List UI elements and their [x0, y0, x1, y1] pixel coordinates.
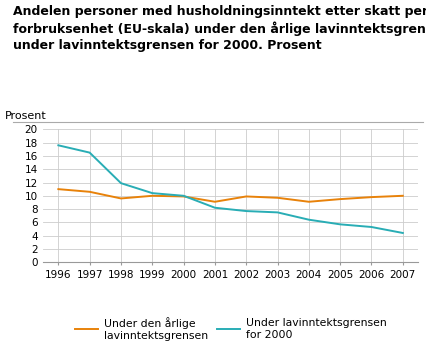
Under den årlige
lavinntektsgrensen — [181, 194, 186, 198]
Under lavinntektsgrensen
for 2000 — [56, 143, 61, 147]
Text: Prosent: Prosent — [5, 111, 47, 121]
Under den årlige
lavinntektsgrensen — [368, 195, 373, 199]
Under lavinntektsgrensen
for 2000 — [118, 181, 123, 185]
Line: Under den årlige
lavinntektsgrensen: Under den årlige lavinntektsgrensen — [58, 189, 402, 202]
Under lavinntektsgrensen
for 2000 — [368, 225, 373, 229]
Under lavinntektsgrensen
for 2000 — [399, 231, 404, 235]
Under den årlige
lavinntektsgrensen — [150, 194, 155, 198]
Under lavinntektsgrensen
for 2000 — [212, 206, 217, 210]
Under den årlige
lavinntektsgrensen — [274, 196, 279, 200]
Under lavinntektsgrensen
for 2000 — [87, 150, 92, 155]
Under den årlige
lavinntektsgrensen — [305, 200, 311, 204]
Under lavinntektsgrensen
for 2000 — [181, 194, 186, 198]
Under den årlige
lavinntektsgrensen — [399, 194, 404, 198]
Under lavinntektsgrensen
for 2000 — [150, 191, 155, 195]
Under lavinntektsgrensen
for 2000 — [305, 218, 311, 222]
Under den årlige
lavinntektsgrensen — [337, 197, 342, 201]
Under den årlige
lavinntektsgrensen — [56, 187, 61, 191]
Under den årlige
lavinntektsgrensen — [212, 200, 217, 204]
Under den årlige
lavinntektsgrensen — [87, 190, 92, 194]
Legend: Under den årlige
lavinntektsgrensen, Under lavinntektsgrensen
for 2000: Under den årlige lavinntektsgrensen, Und… — [70, 313, 390, 345]
Under lavinntektsgrensen
for 2000 — [274, 210, 279, 215]
Under lavinntektsgrensen
for 2000 — [243, 209, 248, 213]
Under lavinntektsgrensen
for 2000 — [337, 222, 342, 226]
Line: Under lavinntektsgrensen
for 2000: Under lavinntektsgrensen for 2000 — [58, 145, 402, 233]
Text: Andelen personer med husholdningsinntekt etter skatt per
forbruksenhet (EU-skala: Andelen personer med husholdningsinntekt… — [13, 5, 426, 52]
Under den årlige
lavinntektsgrensen — [243, 194, 248, 198]
Under den årlige
lavinntektsgrensen — [118, 196, 123, 200]
